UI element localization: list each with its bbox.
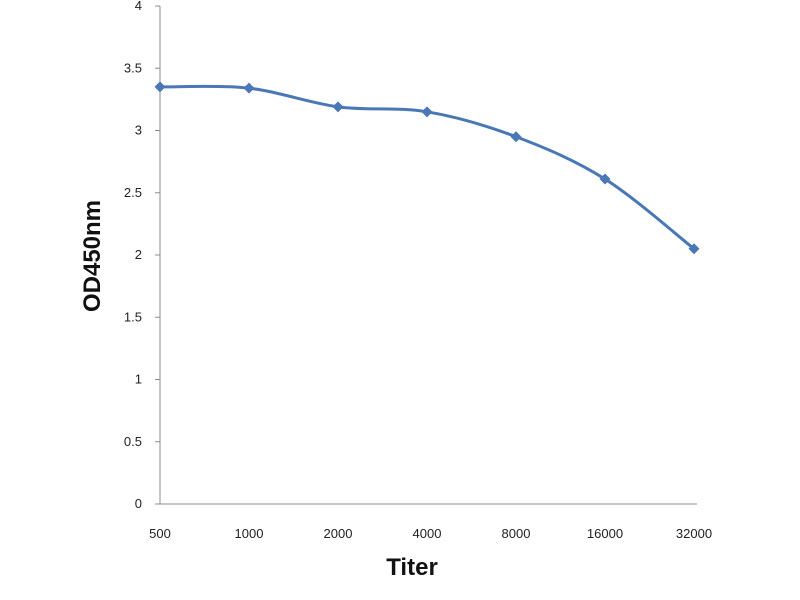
y-tick-label: 0 — [135, 496, 142, 511]
data-point-marker — [599, 173, 611, 185]
x-tick-label: 16000 — [587, 526, 623, 541]
x-tick-label: 1000 — [235, 526, 264, 541]
y-axis-title: OD450nm — [79, 200, 106, 312]
y-tick-label: 4 — [135, 0, 142, 13]
y-tick-label: 3.5 — [124, 60, 142, 75]
y-tick-label: 0.5 — [124, 434, 142, 449]
x-axis-ticks: 500 1000 2000 4000 8000 16000 32000 — [149, 526, 712, 541]
y-tick-label: 1 — [135, 372, 142, 387]
y-axis-ticks: 0 0.5 1 1.5 2 2.5 3 3.5 4 — [124, 0, 160, 511]
x-tick-label: 4000 — [413, 526, 442, 541]
data-point-marker — [243, 82, 255, 94]
data-point-marker — [154, 81, 166, 93]
x-axis-title: Titer — [386, 554, 438, 581]
data-point-marker — [332, 101, 344, 113]
data-point-marker — [688, 243, 700, 255]
x-tick-label: 500 — [149, 526, 171, 541]
y-tick-label: 2 — [135, 247, 142, 262]
x-tick-label: 2000 — [324, 526, 353, 541]
series-markers — [154, 81, 700, 255]
x-tick-label: 8000 — [502, 526, 531, 541]
y-tick-label: 2.5 — [124, 185, 142, 200]
x-tick-label: 32000 — [676, 526, 712, 541]
y-tick-label: 3 — [135, 123, 142, 138]
y-tick-label: 1.5 — [124, 309, 142, 324]
data-point-marker — [421, 106, 433, 118]
data-point-marker — [510, 131, 522, 143]
